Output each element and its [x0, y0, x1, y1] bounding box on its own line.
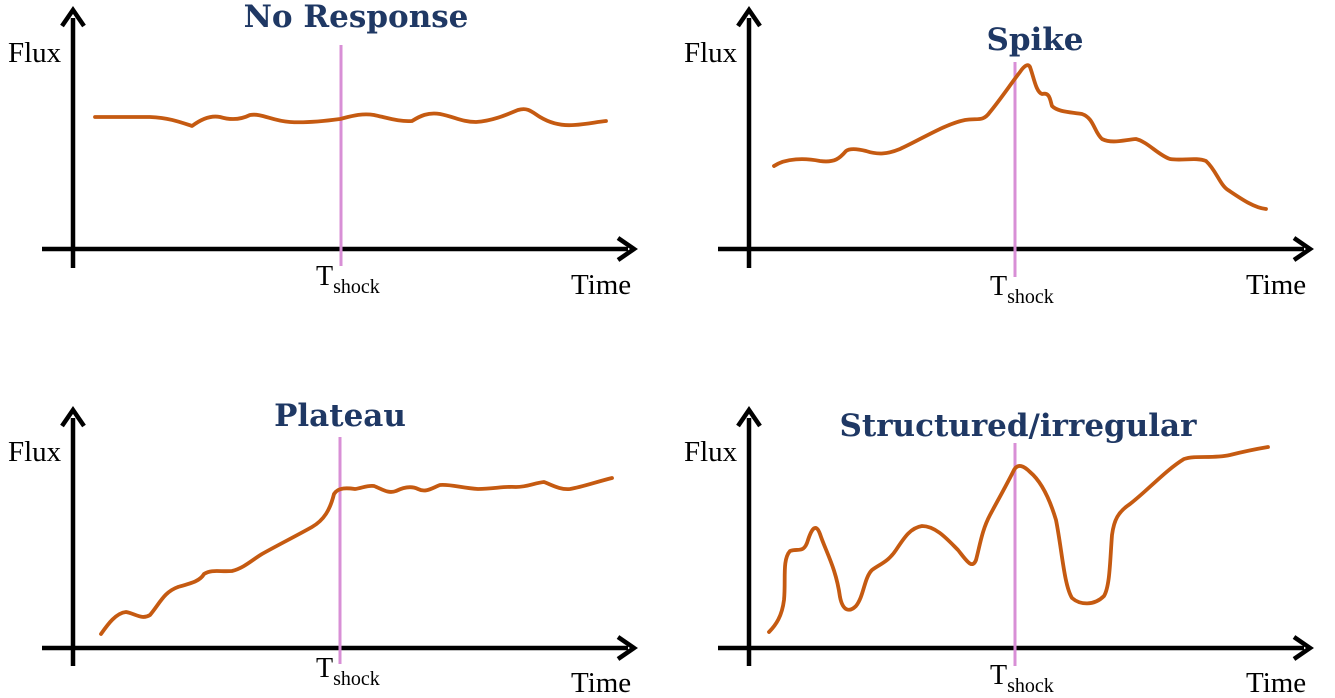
- panel-title: Spike: [986, 22, 1083, 58]
- shock-marker-sub: shock: [1007, 286, 1054, 308]
- panel-title: Structured/irregular: [840, 408, 1198, 444]
- x-axis-label: Time: [571, 667, 631, 698]
- shock-marker-sub: shock: [333, 668, 380, 690]
- shock-marker-label: Tshock: [990, 271, 1054, 308]
- y-axis-label: Flux: [8, 37, 62, 69]
- x-axis-arrowhead: [1292, 635, 1314, 661]
- x-axis-label: Time: [1246, 667, 1306, 698]
- panel-title: Plateau: [274, 398, 406, 434]
- y-axis-label: Flux: [684, 37, 738, 69]
- flux-curve: [767, 445, 1270, 634]
- x-axis-arrowhead: [616, 635, 638, 661]
- shock-marker-main: T: [990, 271, 1007, 302]
- panel-spike: Spike Flux Time Tshock: [684, 6, 1314, 308]
- y-axis-arrowhead: [60, 406, 86, 428]
- shock-marker-label: Tshock: [316, 653, 380, 690]
- flux-curve: [93, 107, 608, 128]
- flux-curve: [772, 63, 1268, 211]
- y-axis-arrowhead: [736, 6, 762, 28]
- shock-marker-sub: shock: [1007, 675, 1054, 697]
- panel-structured-irregular: Structured/irregular Flux Time Tshock: [684, 406, 1314, 698]
- shock-marker-label: Tshock: [990, 660, 1054, 697]
- y-axis-label: Flux: [8, 436, 62, 468]
- x-axis-arrowhead: [616, 236, 638, 262]
- shock-marker-main: T: [990, 660, 1007, 691]
- x-axis-label: Time: [1246, 269, 1306, 301]
- panel-plateau: Plateau Flux Time Tshock: [8, 398, 638, 698]
- y-axis-arrowhead: [60, 6, 86, 28]
- flux-curve: [99, 476, 614, 636]
- y-axis-label: Flux: [684, 436, 738, 468]
- shock-marker-label: Tshock: [316, 261, 380, 298]
- panel-title: No Response: [244, 0, 469, 35]
- x-axis-label: Time: [571, 269, 631, 301]
- x-axis-arrowhead: [1292, 236, 1314, 262]
- shock-marker-main: T: [316, 261, 333, 292]
- y-axis-arrowhead: [736, 406, 762, 428]
- panel-no-response: No Response Flux Time Tshock: [8, 0, 638, 301]
- shock-marker-sub: shock: [333, 276, 380, 298]
- shock-marker-main: T: [316, 653, 333, 684]
